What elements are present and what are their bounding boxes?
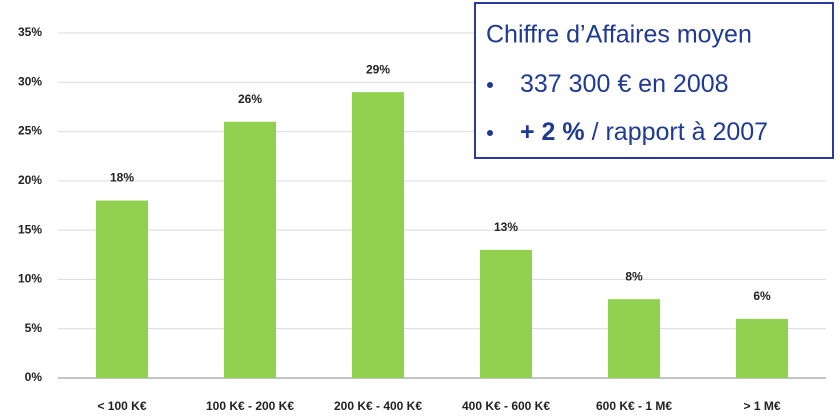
x-tick-label: 400 K€ - 600 K€ xyxy=(462,399,550,413)
y-tick-label: 35% xyxy=(18,25,42,39)
bar xyxy=(480,249,532,378)
y-tick-label: 20% xyxy=(18,173,42,187)
annotation-text: 337 300 € en 2008 xyxy=(520,70,729,98)
bar xyxy=(736,318,788,378)
y-tick-label: 25% xyxy=(18,124,42,138)
bullet xyxy=(487,82,493,88)
value-label: 8% xyxy=(625,269,643,283)
y-tick-label: 0% xyxy=(25,370,43,384)
bullet xyxy=(487,130,493,136)
annotation-box xyxy=(474,2,834,159)
x-tick-label: 200 K€ - 400 K€ xyxy=(334,399,422,413)
bar xyxy=(96,200,148,378)
value-label: 13% xyxy=(494,220,518,234)
bar xyxy=(608,299,660,378)
y-tick-label: 10% xyxy=(18,272,42,286)
annotation-line: 337 300 € en 2008 xyxy=(520,70,729,98)
y-tick-label: 30% xyxy=(18,74,42,88)
value-label: 6% xyxy=(753,289,771,303)
annotation-text: + 2 % xyxy=(520,118,585,146)
annotation-text: / rapport à 2007 xyxy=(585,118,768,146)
value-label: 18% xyxy=(110,171,134,185)
annotation-line: + 2 % / rapport à 2007 xyxy=(520,118,768,146)
y-tick-label: 15% xyxy=(18,222,42,236)
bar xyxy=(224,121,276,378)
x-tick-label: 100 K€ - 200 K€ xyxy=(206,399,294,413)
value-label: 26% xyxy=(238,92,262,106)
x-tick-label: < 100 K€ xyxy=(97,399,146,413)
x-tick-label: 600 K€ - 1 M€ xyxy=(596,399,672,413)
grid xyxy=(58,32,826,379)
x-tick-label: > 1 M€ xyxy=(743,399,780,413)
y-tick-label: 5% xyxy=(25,321,43,335)
value-label: 29% xyxy=(366,62,390,76)
annotation-title: Chiffre d’Affaires moyen xyxy=(486,21,752,49)
bar xyxy=(352,92,404,379)
